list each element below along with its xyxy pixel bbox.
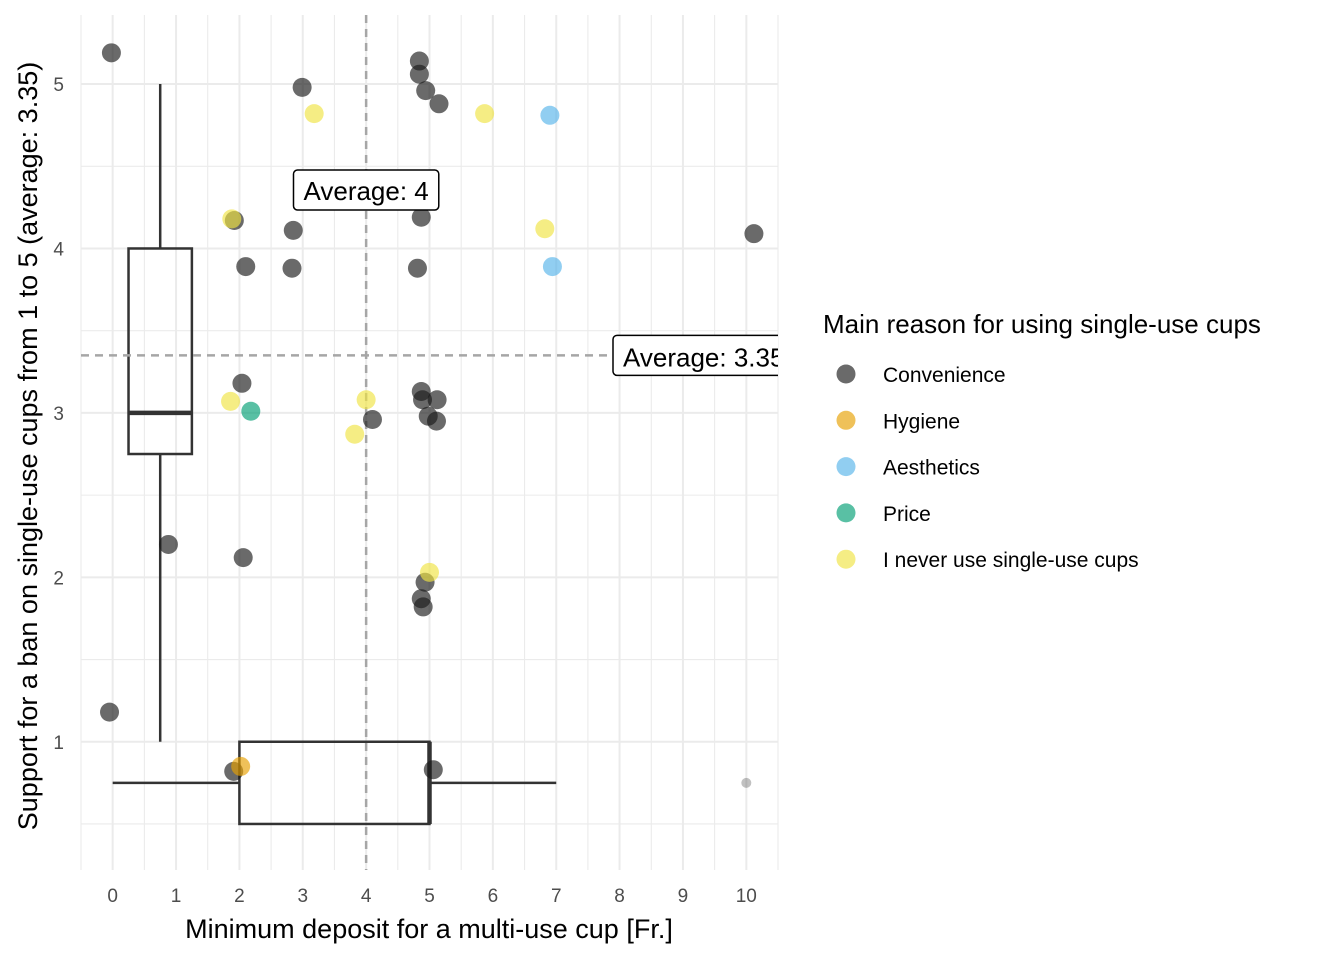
data-point xyxy=(542,257,562,277)
data-point xyxy=(416,81,436,101)
data-point xyxy=(413,597,433,617)
y-tick-label: 4 xyxy=(53,239,64,260)
y-average-label-box xyxy=(612,334,778,377)
x-box-outlier xyxy=(741,777,752,788)
x-tick-label: 0 xyxy=(107,886,118,907)
data-point xyxy=(345,424,365,444)
legend-entry-label: Convenience xyxy=(883,364,1006,387)
axis-ticks: 0 1 2 3 4 5 6 7 8 9 10 1 2 3 4 5 xyxy=(53,75,756,907)
data-point xyxy=(283,220,303,240)
data-point xyxy=(475,104,495,124)
data-point xyxy=(427,390,447,410)
data-point xyxy=(429,94,449,114)
data-point xyxy=(420,562,439,582)
data-point xyxy=(236,257,256,277)
data-point xyxy=(282,258,302,278)
data-point xyxy=(423,760,443,780)
legend-entry-label: Price xyxy=(883,503,931,526)
legend-key xyxy=(836,503,856,523)
average-annotations: Average: 4 Average: 3.35 xyxy=(292,169,784,377)
boxplots xyxy=(112,84,752,826)
x-average-label-text: Average: 4 xyxy=(303,176,428,206)
x-tick-label: 9 xyxy=(678,886,689,907)
data-point xyxy=(413,390,433,410)
x-tick-label: 4 xyxy=(361,886,372,907)
data-point xyxy=(409,64,429,84)
data-point xyxy=(426,411,446,431)
y-tick-label: 5 xyxy=(53,75,64,96)
x-tick-label: 6 xyxy=(488,886,499,907)
data-point xyxy=(304,104,324,124)
x-tick-label: 2 xyxy=(234,886,245,907)
data-point xyxy=(232,373,252,393)
data-point xyxy=(362,409,382,429)
data-point xyxy=(231,756,251,776)
data-point xyxy=(100,702,120,722)
x-average-label: Average: 4 xyxy=(292,169,440,211)
data-point xyxy=(356,390,376,410)
x-tick-label: 1 xyxy=(171,886,182,907)
data-point xyxy=(540,105,560,125)
y-box xyxy=(127,247,194,456)
legend-entry-label: I never use single-use cups xyxy=(883,549,1139,572)
data-point xyxy=(292,77,312,97)
legend: Main reason for using single-use cups Co… xyxy=(823,309,1261,572)
x-axis-title: Minimum deposit for a multi-use cup [Fr.… xyxy=(185,914,673,944)
data-point xyxy=(407,258,427,278)
x-tick-label: 7 xyxy=(551,886,562,907)
data-point xyxy=(221,391,241,411)
y-tick-label: 3 xyxy=(53,404,64,425)
legend-entry-label: Hygiene xyxy=(883,410,960,433)
x-tick-label: 5 xyxy=(424,886,435,907)
data-point xyxy=(222,209,242,229)
legend-title: Main reason for using single-use cups xyxy=(823,309,1261,339)
x-average-label-box xyxy=(292,169,440,211)
legend-key xyxy=(836,410,856,430)
data-point xyxy=(241,401,261,421)
data-point xyxy=(233,548,253,568)
y-axis-title: Support for a ban on single-use cups fro… xyxy=(13,62,43,830)
data-point xyxy=(101,43,121,63)
y-average-label: Average: 3.35 xyxy=(612,334,784,377)
data-point xyxy=(535,219,555,239)
x-tick-label: 10 xyxy=(736,886,757,907)
legend-entry-label: Aesthetics xyxy=(883,457,980,480)
data-point xyxy=(411,207,431,227)
y-tick-label: 2 xyxy=(53,568,64,589)
y-tick-label: 1 xyxy=(53,733,64,754)
legend-key xyxy=(836,457,856,477)
data-point xyxy=(409,51,429,71)
legend-key xyxy=(836,549,856,569)
x-tick-label: 8 xyxy=(614,886,625,907)
x-tick-label: 3 xyxy=(297,886,308,907)
data-points xyxy=(100,43,764,781)
legend-key xyxy=(836,364,856,384)
data-point xyxy=(744,224,764,244)
y-average-label-text: Average: 3.35 xyxy=(623,342,784,372)
data-point xyxy=(158,534,178,554)
